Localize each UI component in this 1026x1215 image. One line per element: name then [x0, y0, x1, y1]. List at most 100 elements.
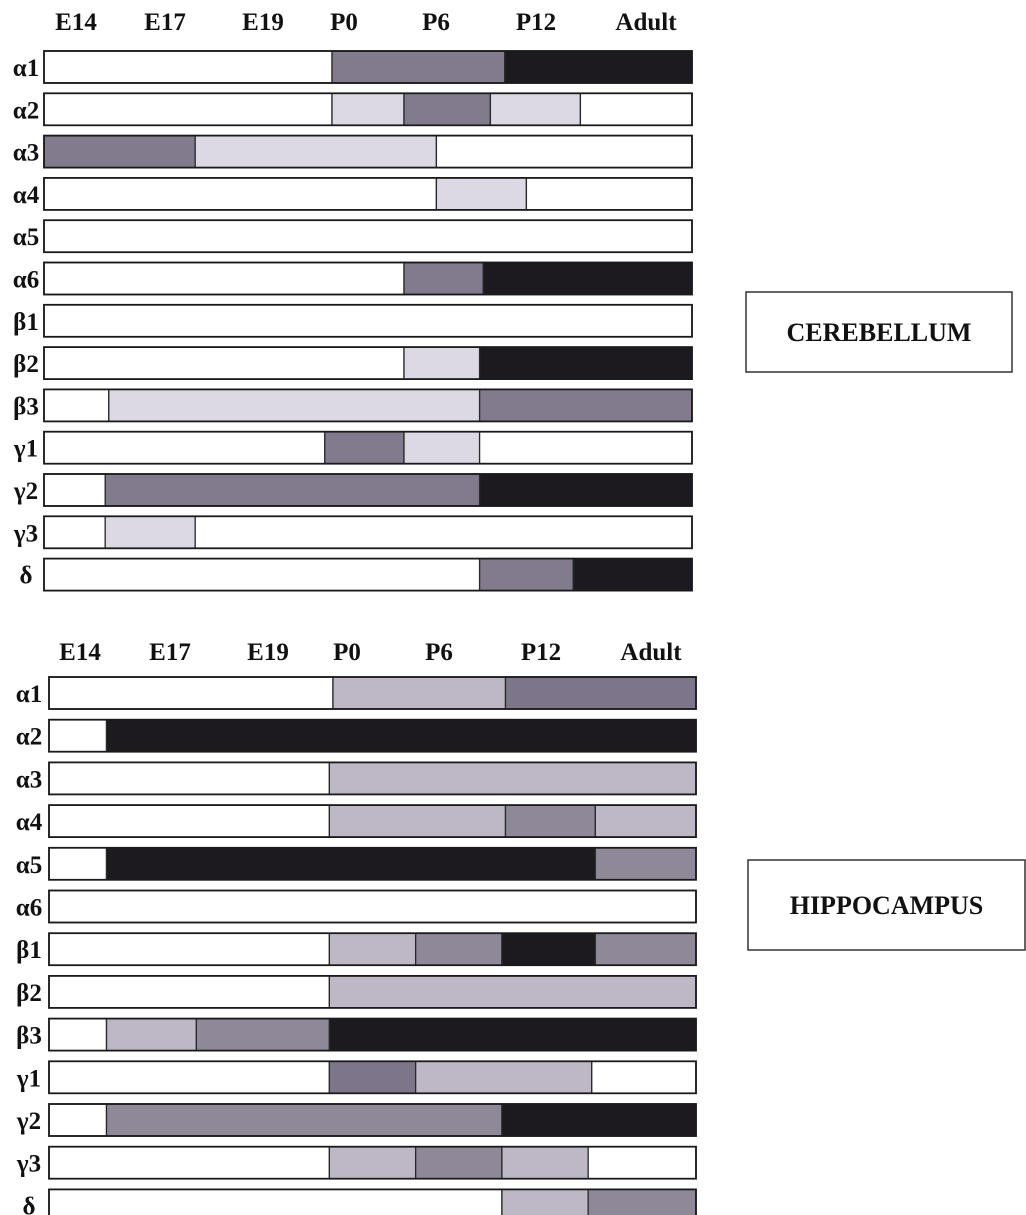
expression-segment: [43, 304, 693, 338]
expression-segment: [414, 1146, 503, 1180]
subunit-row: β3: [16, 1017, 697, 1052]
expression-segment: [104, 473, 481, 507]
expression-segment: [594, 847, 697, 881]
expression-segment: [403, 346, 481, 380]
bar-outline: [43, 388, 693, 423]
expression-segment: [332, 676, 507, 710]
expression-segment: [43, 388, 110, 423]
stage-label: E19: [242, 9, 284, 36]
expression-segment: [43, 92, 333, 126]
expression-segment: [525, 177, 693, 211]
subunit-row: γ2: [16, 1103, 697, 1137]
subunit-label: δ: [20, 563, 33, 590]
expression-segment: [43, 134, 196, 169]
expression-segment: [194, 134, 438, 169]
expression-segment: [43, 219, 693, 253]
subunit-label: γ3: [13, 520, 38, 547]
stage-label: P6: [422, 9, 450, 36]
bar-outline: [43, 92, 693, 127]
subunit-label: α5: [13, 224, 39, 251]
subunit-label: γ2: [13, 478, 38, 505]
expression-segment: [435, 177, 528, 211]
subunit-row: β2: [16, 975, 697, 1009]
subunit-label: β2: [16, 980, 42, 1007]
expression-segment: [328, 804, 507, 838]
bar-outline: [43, 219, 693, 254]
expression-segment: [587, 1188, 697, 1215]
subunit-row: α2: [13, 92, 693, 127]
expression-segment: [572, 557, 693, 592]
subunit-label: α4: [16, 809, 43, 836]
expression-segment: [108, 388, 481, 423]
panel-cerebellum: E14 E17 E19 P0 P6 P12 Adult α1 α2 α3 α4 α5 α6 β1 β2 β3 γ…: [13, 9, 1013, 592]
stage-label: P12: [516, 9, 556, 36]
subunit-row: γ3: [16, 1145, 697, 1180]
subunit-row: α6: [16, 889, 697, 924]
stage-label: P6: [425, 639, 453, 666]
subunit-row: γ2: [13, 473, 693, 507]
bar-outline: [43, 473, 693, 507]
subunit-row: α4: [16, 804, 697, 838]
expression-segment: [591, 1060, 697, 1094]
expression-segment: [504, 676, 697, 710]
expression-segment: [48, 1103, 108, 1137]
expression-segment: [43, 473, 106, 507]
expression-segment: [48, 889, 697, 924]
subunit-label: β1: [13, 309, 39, 336]
expression-segment: [48, 932, 331, 966]
bar-outline: [43, 515, 693, 550]
region-box: [745, 291, 1013, 373]
expression-segment: [501, 1103, 697, 1137]
expression-segment: [478, 557, 574, 592]
subunit-row: α4: [13, 176, 693, 211]
expression-segment: [195, 1017, 331, 1052]
bar-outline: [48, 889, 697, 924]
subunit-row: α3: [13, 134, 693, 169]
expression-segment: [104, 515, 196, 549]
subunit-label: β2: [13, 351, 39, 378]
subunit-label: γ1: [16, 1065, 41, 1092]
expression-segment: [482, 261, 693, 296]
expression-segment: [501, 1146, 589, 1180]
bar-outline: [43, 261, 693, 296]
stage-label: Adult: [615, 9, 677, 36]
expression-segment: [594, 932, 697, 966]
expression-segment: [403, 92, 492, 126]
expression-segment: [403, 261, 484, 296]
bar-outline: [43, 303, 693, 338]
expression-segment: [501, 932, 597, 966]
expression-segment: [105, 1103, 503, 1137]
subunit-row: α2: [16, 718, 697, 753]
subunit-row: γ1: [13, 430, 693, 465]
expression-segment: [594, 804, 697, 838]
bar-outline: [48, 761, 697, 796]
expression-segment: [43, 261, 405, 296]
expression-segment: [478, 473, 693, 507]
subunit-row: α3: [16, 761, 697, 796]
expression-segment: [105, 719, 697, 753]
region-label: HIPPOCAMPUS: [790, 891, 984, 920]
subunit-row: α6: [13, 261, 693, 296]
expression-segment: [43, 515, 106, 549]
bar-outline: [43, 176, 693, 211]
expression-segment: [48, 676, 334, 710]
expression-segment: [105, 847, 597, 881]
expression-segment: [478, 388, 693, 423]
expression-segment: [43, 346, 405, 380]
bar-outline: [43, 430, 693, 465]
region-box: [747, 859, 1026, 951]
expression-segment: [43, 177, 438, 211]
expression-segment: [48, 719, 108, 753]
bar-outline: [48, 932, 697, 967]
expression-segment: [435, 134, 693, 169]
expression-segment: [48, 847, 108, 881]
subunit-label: α6: [13, 267, 39, 294]
stage-label: E17: [144, 9, 186, 36]
expression-segment: [48, 1188, 503, 1215]
bar-outline: [48, 718, 697, 753]
expression-segment: [48, 804, 331, 838]
subunit-label: α3: [16, 766, 42, 793]
bar-outline: [43, 557, 693, 592]
subunit-row: γ1: [16, 1060, 697, 1095]
subunit-label: γ2: [16, 1108, 41, 1135]
